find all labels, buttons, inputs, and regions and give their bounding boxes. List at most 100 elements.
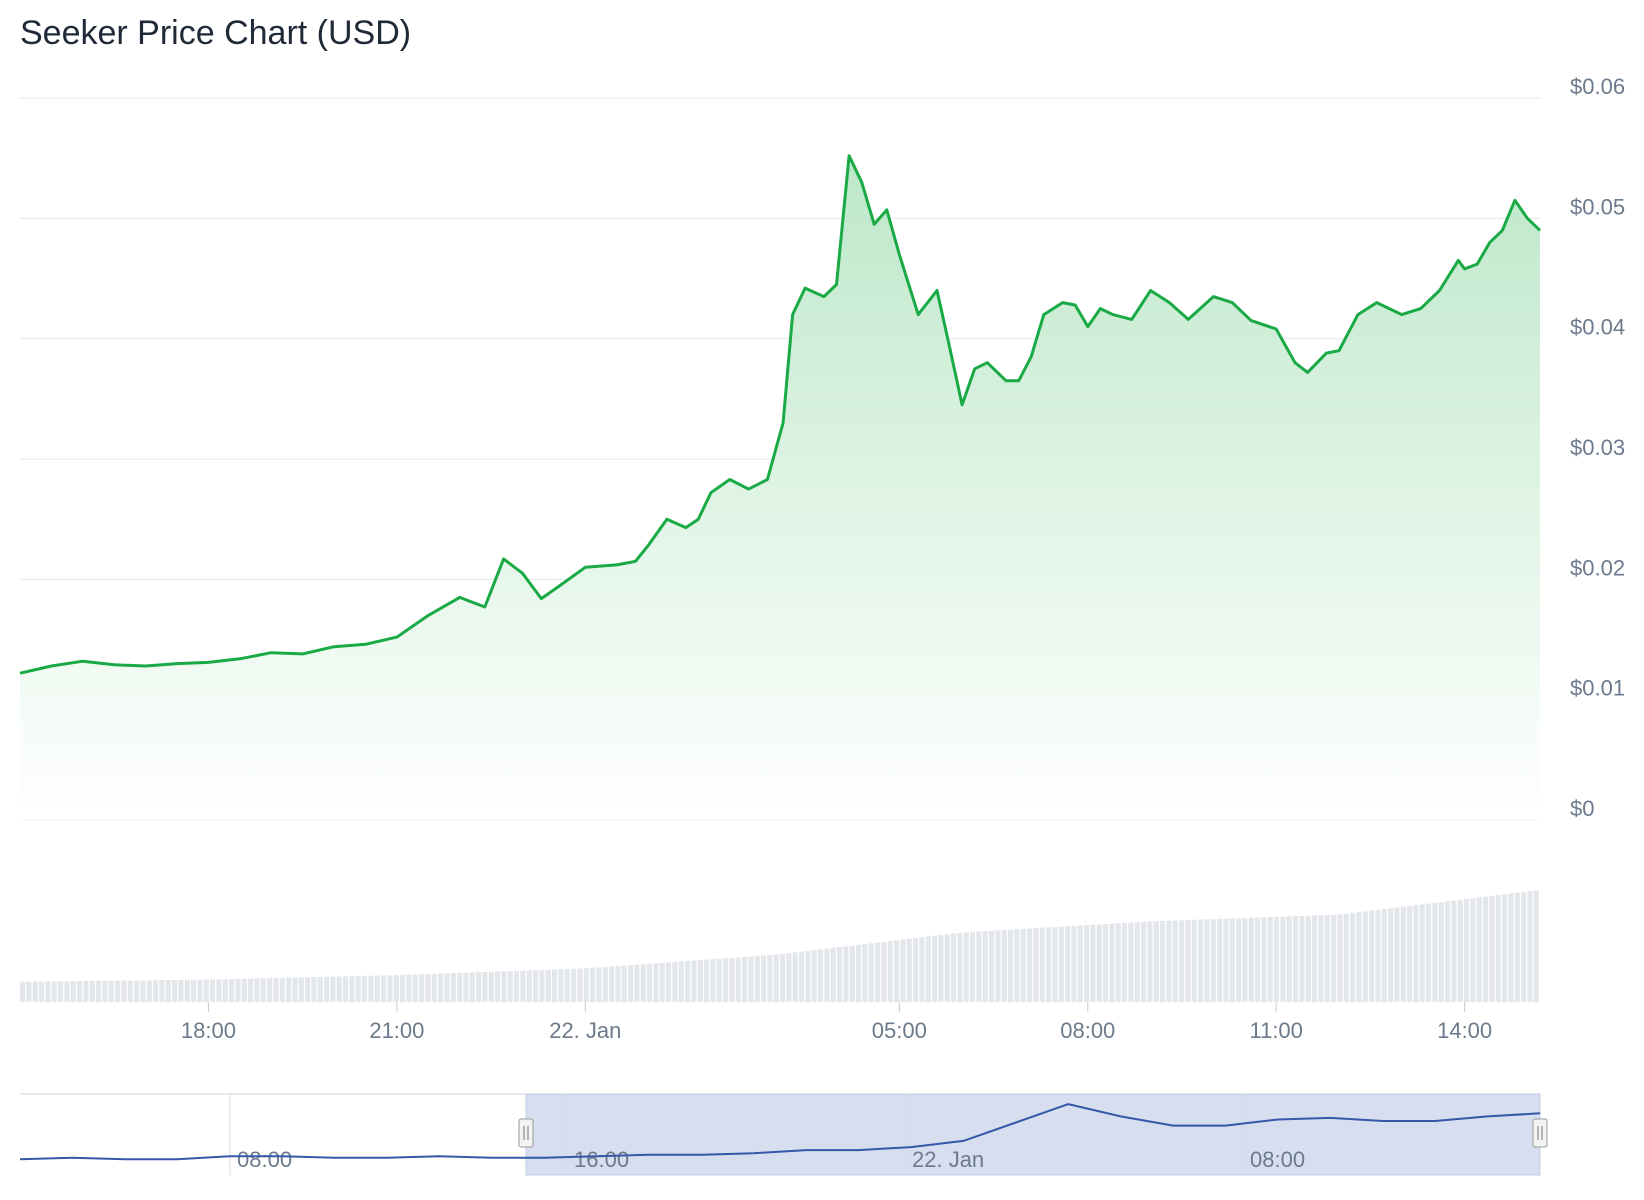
volume-bar: [805, 950, 811, 1002]
volume-bar: [868, 943, 874, 1002]
volume-bar: [849, 945, 855, 1002]
volume-bar: [976, 931, 982, 1002]
volume-bar: [267, 978, 273, 1002]
y-axis: $0 $0.01 $0.02 $0.03 $0.04 $0.05 $0.06: [1570, 74, 1625, 821]
volume-bar: [666, 962, 672, 1002]
navigator-tick-label: 16:00: [574, 1147, 629, 1172]
volume-bar: [58, 981, 64, 1002]
volume-bar: [311, 977, 317, 1002]
volume-bar: [222, 979, 228, 1002]
volume-bar: [704, 959, 710, 1002]
volume-bar: [1147, 921, 1153, 1002]
volume-bar: [1419, 904, 1425, 1002]
volume-bar: [1527, 891, 1533, 1002]
volume-bar: [1084, 925, 1090, 1002]
volume-bar: [1369, 910, 1375, 1002]
volume-bar: [1324, 915, 1330, 1002]
navigator-right-handle[interactable]: [1532, 1118, 1548, 1148]
volume-bar: [393, 975, 399, 1002]
volume-bar: [735, 957, 741, 1002]
volume-bar: [1134, 922, 1140, 1002]
volume-bar: [1489, 895, 1495, 1002]
volume-bar: [628, 965, 634, 1002]
volume-bar: [799, 951, 805, 1002]
x-tick-label: 05:00: [872, 1018, 927, 1043]
volume-bar: [381, 975, 387, 1002]
navigator[interactable]: 08:00 16:00 22. Jan 08:00: [19, 1093, 1548, 1176]
volume-bar: [1090, 924, 1096, 1002]
volume-bar: [1179, 920, 1185, 1002]
volume-bar: [596, 967, 602, 1002]
volume-bar: [1052, 927, 1058, 1002]
volume-bars: [20, 890, 1539, 1002]
volume-bar: [875, 942, 881, 1002]
volume-bar: [1033, 928, 1039, 1002]
volume-bar: [1274, 916, 1280, 1002]
volume-bar: [1229, 918, 1235, 1002]
volume-bar: [400, 974, 406, 1002]
y-tick-label: $0.02: [1570, 555, 1625, 580]
volume-bar: [1331, 914, 1337, 1002]
volume-bar: [1356, 912, 1362, 1002]
volume-bar: [773, 954, 779, 1002]
volume-bar: [558, 969, 564, 1002]
handle-body: [1532, 1118, 1548, 1148]
volume-bar: [482, 971, 488, 1002]
volume-bar: [533, 970, 539, 1002]
volume-bar: [39, 981, 45, 1002]
volume-bar: [1400, 906, 1406, 1002]
volume-bar: [1115, 923, 1121, 1002]
y-tick-label: $0.01: [1570, 676, 1625, 701]
volume-bar: [1381, 909, 1387, 1002]
volume-bar: [748, 956, 754, 1002]
volume-bar: [995, 930, 1001, 1002]
volume-bar: [191, 979, 197, 1002]
volume-bar: [1014, 929, 1020, 1002]
volume-bar: [653, 963, 659, 1002]
volume-bar: [248, 978, 254, 1002]
volume-bar: [1039, 927, 1045, 1002]
volume-bar: [1217, 918, 1223, 1002]
x-tick-label: 22. Jan: [549, 1018, 621, 1043]
volume-bar: [1210, 919, 1216, 1002]
volume-bar: [374, 975, 380, 1002]
volume-bar: [1305, 915, 1311, 1002]
volume-bar: [1337, 914, 1343, 1002]
volume-bar: [520, 970, 526, 1002]
navigator-left-handle[interactable]: [518, 1118, 534, 1148]
volume-bar: [742, 956, 748, 1002]
volume-bar: [343, 976, 349, 1002]
volume-bar: [900, 939, 906, 1002]
volume-bar: [115, 980, 121, 1002]
volume-bar: [1255, 917, 1261, 1002]
volume-bar: [894, 940, 900, 1002]
volume-bar: [1293, 916, 1299, 1002]
volume-bar: [444, 973, 450, 1002]
volume-bar: [140, 980, 146, 1002]
volume-bar: [1426, 903, 1432, 1002]
volume-bar: [1299, 915, 1305, 1002]
volume-bar: [1388, 908, 1394, 1002]
volume-bar: [1521, 891, 1527, 1002]
volume-bar: [121, 980, 127, 1002]
volume-bar: [1413, 905, 1419, 1002]
volume-bar: [336, 976, 342, 1002]
volume-bar: [1286, 916, 1292, 1002]
volume-bar: [26, 981, 32, 1002]
volume-bar: [425, 973, 431, 1002]
volume-bar: [691, 960, 697, 1002]
volume-bar: [837, 947, 843, 1002]
volume-bar: [495, 971, 501, 1002]
navigator-tick-label: 08:00: [237, 1147, 292, 1172]
volume-bar: [1248, 917, 1254, 1002]
volume-bar: [77, 981, 83, 1002]
volume-bar: [659, 962, 665, 1002]
x-axis: 18:00 21:00 22. Jan 05:00 08:00 11:00 14:00: [181, 1002, 1492, 1043]
volume-bar: [1445, 901, 1451, 1002]
volume-bar: [621, 965, 627, 1002]
volume-bar: [368, 975, 374, 1002]
volume-bar: [716, 958, 722, 1002]
volume-bar: [1191, 919, 1197, 1002]
volume-bar: [355, 976, 361, 1002]
volume-bar: [697, 960, 703, 1002]
